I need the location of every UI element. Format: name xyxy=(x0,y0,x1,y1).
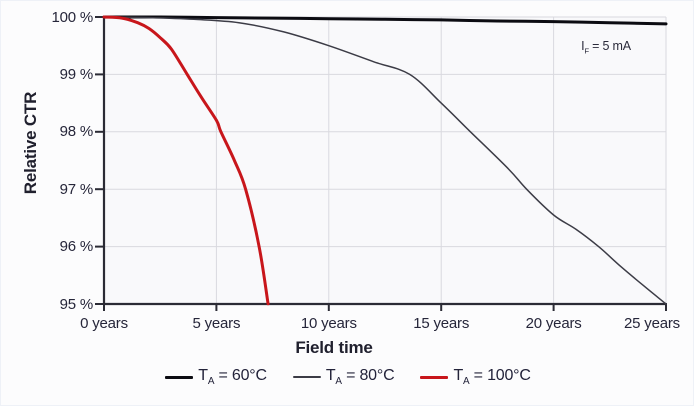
legend-item-ta-100c: TA = 100°C xyxy=(420,367,531,388)
y-tick-label: 95 % xyxy=(59,295,94,313)
x-tick-label: 5 years xyxy=(192,315,241,332)
annotation-subscript: F xyxy=(584,46,589,56)
y-tick-label: 96 % xyxy=(59,238,94,256)
legend-item-ta-80c: TA = 80°C xyxy=(292,367,395,388)
series-line-ta-100c xyxy=(102,15,270,306)
x-tick-label: 15 years xyxy=(413,315,470,332)
y-tick-label: 98 % xyxy=(59,123,94,141)
plot-background xyxy=(104,17,666,304)
legend-label-ta-100c: TA = 100°C xyxy=(453,367,531,388)
legend-swatch-ta-80c xyxy=(292,376,321,378)
legend-item-ta-60c: TA = 60°C xyxy=(165,367,267,387)
annotation-symbol: I xyxy=(581,39,585,53)
x-tick-label: 25 years xyxy=(624,315,680,332)
series-group xyxy=(102,15,668,306)
plot-svg xyxy=(95,15,668,311)
x-tick-label: 20 years xyxy=(525,315,582,332)
y-tick-label: 100 % xyxy=(51,8,93,26)
y-tick-label: 99 % xyxy=(59,65,94,83)
legend-swatch-ta-60c xyxy=(165,375,194,379)
x-axis-title: Field time xyxy=(295,338,373,357)
series-line-ta-80c xyxy=(103,16,667,305)
x-tick-label: 0 years xyxy=(80,315,128,332)
legend-label-ta-60c: TA = 60°C xyxy=(198,367,267,388)
legend-swatch-ta-100c xyxy=(420,375,449,379)
series-line-ta-60c xyxy=(102,15,668,26)
y-tick-label: 97 % xyxy=(59,180,94,198)
x-tick-label: 10 years xyxy=(300,315,357,332)
annotation-value: = 5 mA xyxy=(588,39,631,53)
forward-current-annotation: IF = 5 mA xyxy=(556,39,656,56)
legend: TA = 60°C TA = 80°C TA = 100°C xyxy=(1,367,694,387)
legend-label-ta-80c: TA = 80°C xyxy=(325,367,395,388)
